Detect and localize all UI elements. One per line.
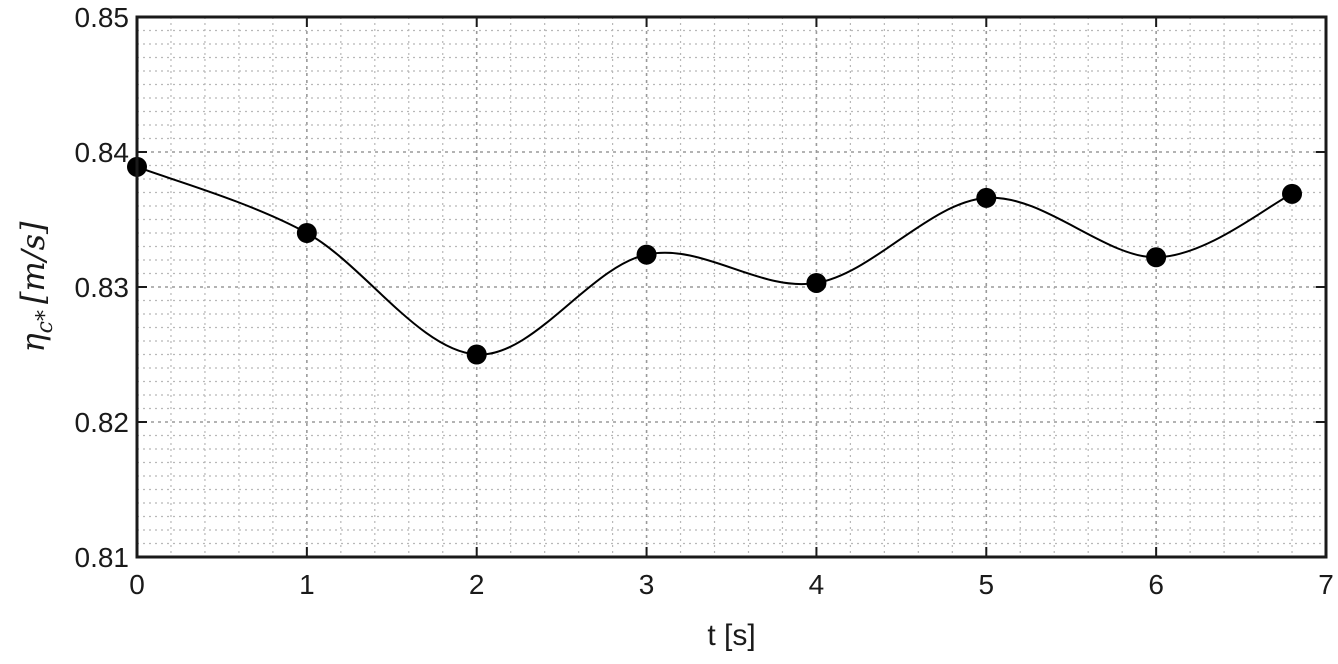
y-tick-label: 0.81	[75, 542, 130, 573]
y-axis-label-subscript: c*	[33, 310, 58, 333]
svg-text:ηc*[m/s]: ηc* [m/s]	[14, 221, 58, 353]
x-tick-label: 6	[1148, 569, 1164, 600]
marker-layer	[127, 156, 1303, 365]
grid	[137, 17, 1326, 557]
x-tick-label: 1	[299, 569, 315, 600]
data-point	[1282, 183, 1303, 204]
y-tick-label: 0.84	[75, 137, 130, 168]
data-point	[976, 187, 997, 208]
y-axis-label-symbol: η	[14, 333, 52, 352]
data-point	[1146, 247, 1167, 268]
label-layer: 0 1 2 3 4 5 6 7 0.81 0.82 0.83 0.84 0.85	[75, 2, 1334, 600]
data-point	[296, 223, 317, 243]
data-point	[466, 344, 487, 365]
y-tick-label: 0.82	[75, 407, 130, 438]
x-tick-label: 7	[1318, 569, 1334, 600]
data-point	[806, 272, 827, 293]
y-tick-label: 0.83	[75, 272, 130, 303]
y-tick-label: 0.85	[75, 2, 130, 33]
data-point	[636, 244, 657, 265]
y-axis-label-units: [m/s]	[14, 221, 52, 304]
x-tick-label: 2	[469, 569, 485, 600]
tick-layer	[136, 16, 1327, 558]
x-tick-label: 3	[639, 569, 655, 600]
x-tick-label: 4	[809, 569, 825, 600]
x-tick-label: 5	[978, 569, 994, 600]
x-axis-label: t [s]	[707, 619, 755, 652]
x-tick-label: 0	[129, 569, 145, 600]
y-axis-label: ηc* [m/s]	[14, 221, 58, 353]
curve-layer	[136, 165, 1293, 356]
series-line	[136, 165, 1293, 356]
